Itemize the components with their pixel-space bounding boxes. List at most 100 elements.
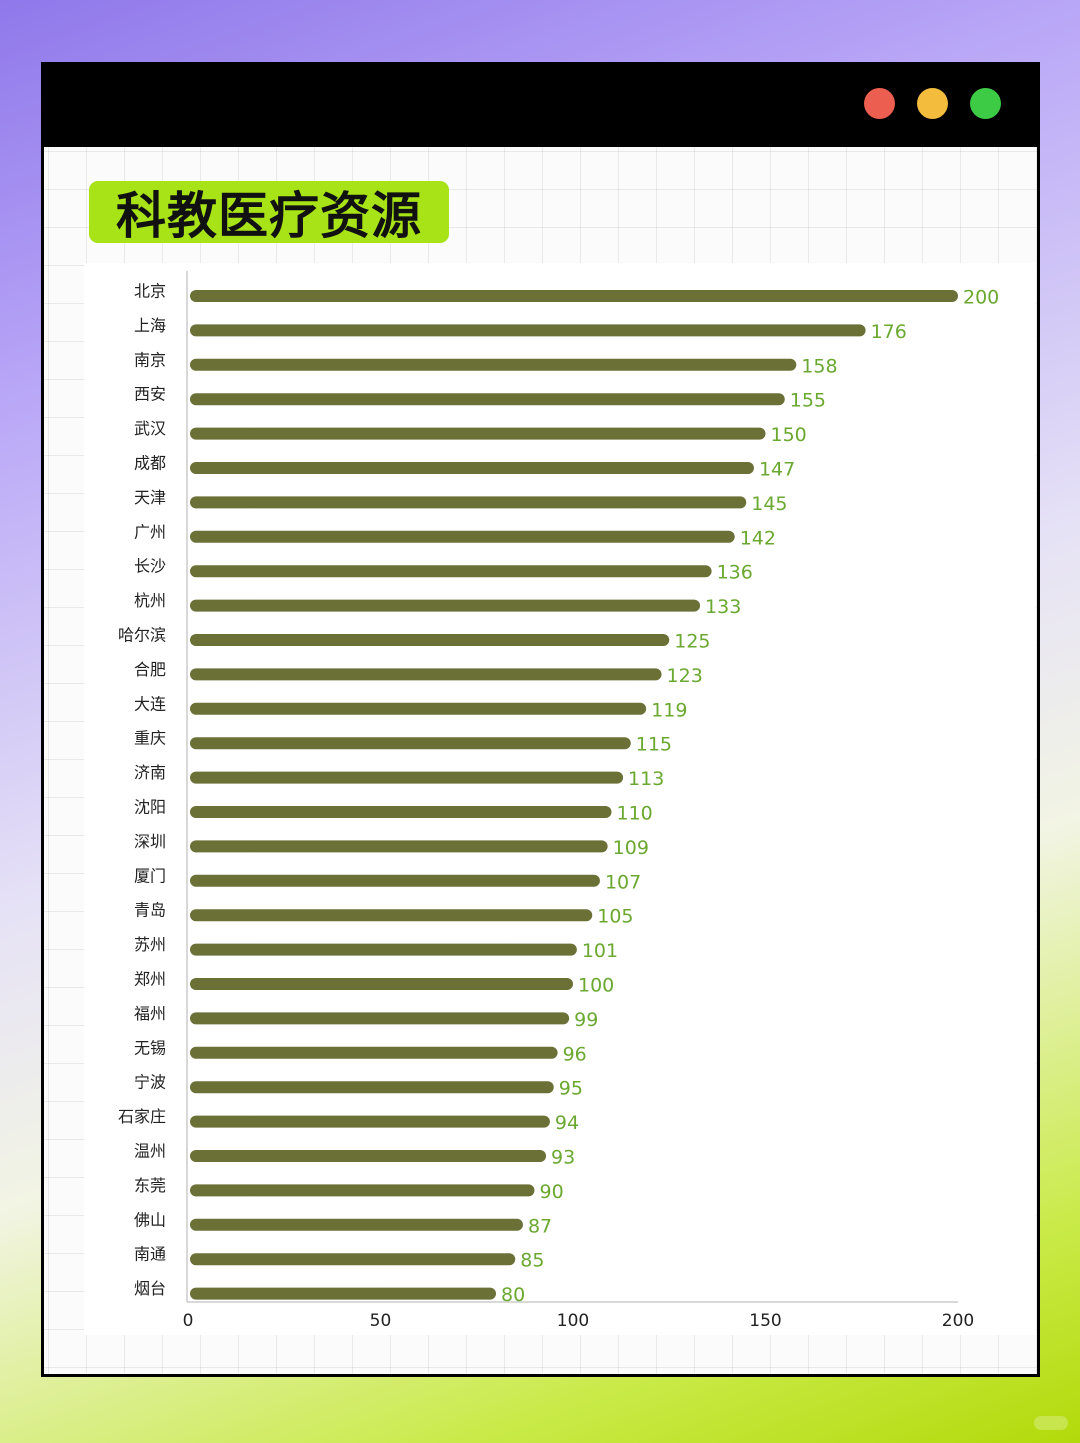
value-label: 176	[871, 321, 907, 343]
x-tick-label: 150	[749, 1311, 781, 1331]
bar-南通	[190, 1253, 516, 1266]
bar-重庆	[190, 737, 631, 750]
category-label: 长沙	[134, 557, 166, 576]
value-label: 90	[540, 1181, 564, 1203]
page-title: 科教医疗资源	[116, 187, 422, 245]
category-label: 深圳	[134, 832, 166, 851]
bar-chart: 北京 200 上海 176 南京 158 西安 155 武汉 150 成都 147 天津 145 广州 142…	[118, 271, 999, 1331]
bar-广州	[190, 530, 735, 543]
value-label: 145	[751, 493, 787, 515]
category-label: 福州	[134, 1004, 166, 1023]
value-label: 155	[790, 390, 826, 412]
value-label: 105	[597, 906, 633, 928]
category-label: 重庆	[134, 729, 166, 748]
category-label: 杭州	[134, 591, 166, 610]
value-label: 119	[651, 699, 687, 721]
category-label: 温州	[134, 1142, 166, 1161]
bar-福州	[190, 1012, 570, 1025]
x-tick-label: 100	[557, 1311, 589, 1331]
category-label: 东莞	[134, 1176, 166, 1195]
category-label: 苏州	[134, 935, 166, 954]
bar-温州	[190, 1150, 547, 1162]
page-indicator	[1034, 1416, 1068, 1430]
bar-哈尔滨	[190, 634, 670, 646]
bar-长沙	[190, 565, 712, 578]
category-label: 佛山	[134, 1210, 166, 1229]
category-label: 西安	[134, 385, 166, 404]
value-label: 123	[667, 665, 703, 687]
category-label: 大连	[134, 694, 166, 713]
value-label: 107	[605, 871, 641, 893]
x-tick-label: 0	[183, 1311, 194, 1331]
app-window: 科教医疗资源 北京 200 上海 176 南京 158 西安 155 武汉 150 成都 147 天津 1…	[41, 62, 1040, 1377]
plot-panel: 北京 200 上海 176 南京 158 西安 155 武汉 150 成都 147 天津 145 广州 142…	[84, 263, 1036, 1335]
value-label: 95	[559, 1078, 583, 1100]
x-tick-label: 200	[942, 1311, 974, 1331]
category-label: 天津	[134, 488, 166, 507]
value-label: 100	[578, 975, 614, 997]
window-titlebar	[44, 65, 1037, 147]
bar-上海	[190, 324, 866, 337]
value-label: 85	[520, 1250, 544, 1272]
category-label: 济南	[134, 763, 166, 782]
value-label: 93	[551, 1147, 575, 1169]
bar-天津	[190, 496, 747, 509]
bar-烟台	[190, 1287, 496, 1300]
bar-东莞	[190, 1184, 535, 1197]
bar-成都	[190, 462, 754, 474]
category-label: 武汉	[134, 419, 166, 438]
category-label: 无锡	[134, 1038, 166, 1057]
bar-南京	[190, 358, 797, 371]
bar-杭州	[190, 599, 701, 612]
bar-苏州	[190, 943, 577, 956]
category-label: 北京	[134, 282, 166, 301]
bar-青岛	[190, 909, 593, 922]
value-label: 80	[501, 1284, 525, 1306]
bar-济南	[190, 771, 624, 784]
title-badge: 科教医疗资源	[89, 181, 449, 245]
bar-沈阳	[190, 806, 612, 818]
category-label: 广州	[134, 522, 166, 541]
value-label: 109	[613, 837, 649, 859]
bar-佛山	[190, 1218, 523, 1231]
value-label: 142	[740, 527, 776, 549]
value-label: 99	[574, 1009, 598, 1031]
category-label: 沈阳	[134, 798, 166, 817]
value-label: 150	[771, 424, 807, 446]
maximize-dot-icon[interactable]	[970, 88, 1001, 119]
category-label: 宁波	[134, 1073, 166, 1092]
category-label: 上海	[134, 316, 166, 335]
value-label: 125	[674, 631, 710, 653]
category-label: 青岛	[134, 901, 166, 920]
value-label: 147	[759, 459, 795, 481]
bar-无锡	[190, 1046, 558, 1059]
category-label: 哈尔滨	[118, 626, 166, 645]
category-label: 石家庄	[118, 1107, 166, 1126]
bar-合肥	[190, 668, 662, 681]
bar-深圳	[190, 840, 608, 853]
category-label: 成都	[134, 454, 166, 473]
value-label: 94	[555, 1112, 579, 1134]
category-label: 厦门	[134, 866, 166, 885]
close-dot-icon[interactable]	[864, 88, 895, 119]
category-label: 郑州	[134, 970, 166, 989]
x-tick-label: 50	[370, 1311, 392, 1331]
bar-厦门	[190, 874, 600, 887]
value-label: 115	[636, 734, 672, 756]
bar-大连	[190, 702, 647, 715]
value-label: 158	[801, 355, 837, 377]
category-label: 烟台	[134, 1279, 166, 1298]
value-label: 113	[628, 768, 664, 790]
category-label: 南京	[134, 350, 166, 369]
value-label: 87	[528, 1215, 552, 1237]
bar-宁波	[190, 1081, 554, 1094]
value-label: 133	[705, 596, 741, 618]
bar-西安	[190, 393, 785, 406]
bar-郑州	[190, 978, 573, 990]
value-label: 110	[617, 803, 653, 825]
value-label: 101	[582, 940, 618, 962]
value-label: 96	[563, 1043, 587, 1065]
minimize-dot-icon[interactable]	[917, 88, 948, 119]
value-label: 200	[963, 287, 999, 309]
bar-武汉	[190, 427, 766, 440]
